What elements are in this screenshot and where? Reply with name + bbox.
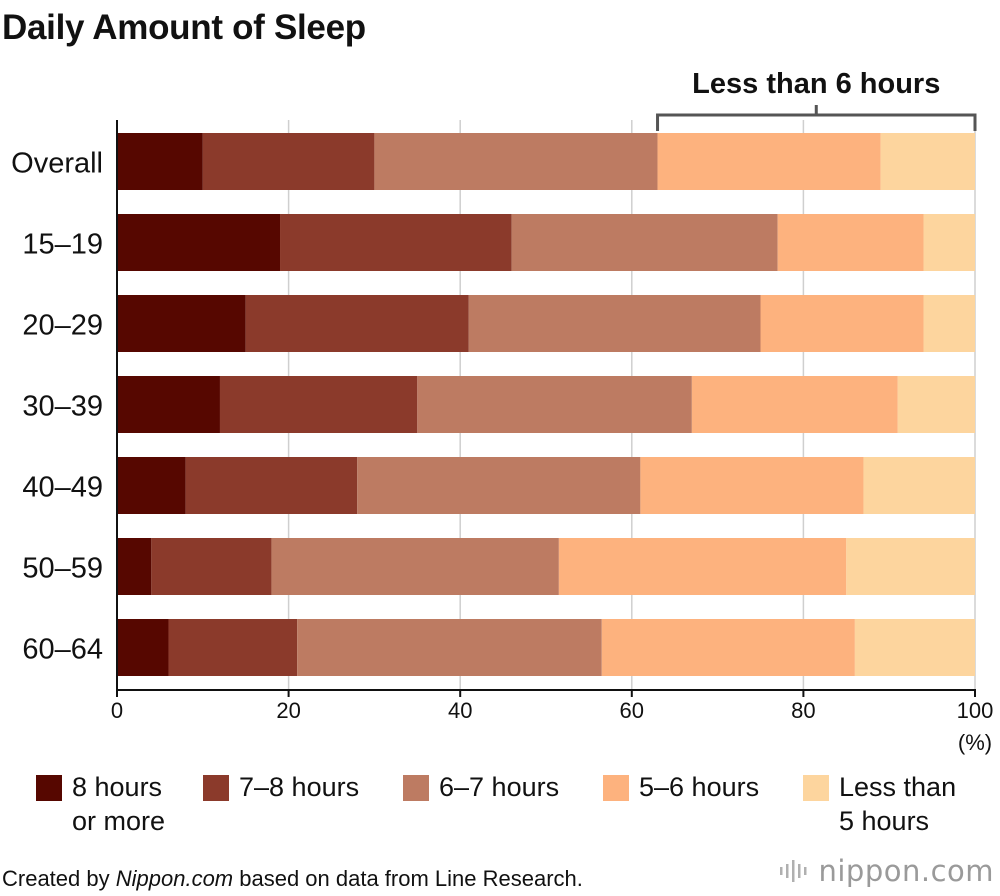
bar-segment bbox=[117, 538, 152, 595]
bar-segment bbox=[357, 457, 641, 514]
x-tick-label: 0 bbox=[111, 698, 123, 723]
bar-segment bbox=[117, 133, 203, 190]
sound-waves-icon bbox=[780, 860, 807, 882]
bar-segment bbox=[219, 376, 418, 433]
logo-text: nippon.com bbox=[818, 854, 994, 888]
bars bbox=[117, 133, 975, 676]
bar-segment bbox=[168, 619, 298, 676]
annotation: Less than 6 hours bbox=[656, 68, 977, 131]
category-label: 20–29 bbox=[22, 310, 103, 342]
legend-label: Less than 5 hours bbox=[839, 772, 957, 836]
credit-source-name: Nippon.com bbox=[115, 866, 234, 891]
category-label: 30–39 bbox=[22, 391, 103, 423]
bar-segment bbox=[863, 457, 975, 514]
bar-segment bbox=[854, 619, 975, 676]
source-credit: Created by Nippon.com based on data from… bbox=[2, 866, 583, 892]
axes: Overall 15–19 20–29 30–39 40–49 50–59 60–64 0 20… bbox=[11, 120, 993, 755]
bar-segment bbox=[691, 376, 898, 433]
bar-segment bbox=[657, 133, 881, 190]
bar-segment bbox=[297, 619, 602, 676]
category-label: 50–59 bbox=[22, 553, 103, 585]
legend-label: 8 hours or more bbox=[72, 772, 166, 836]
category-label: 60–64 bbox=[22, 634, 103, 666]
category-label: 15–19 bbox=[22, 229, 103, 261]
bar-segment bbox=[923, 295, 975, 352]
bar-segment bbox=[374, 133, 658, 190]
annotation-bracket bbox=[656, 105, 977, 131]
bar-segment bbox=[417, 376, 692, 433]
category-label: Overall bbox=[11, 148, 103, 180]
x-tick-label: 80 bbox=[791, 698, 815, 723]
x-unit-label: (%) bbox=[958, 730, 992, 755]
legend-label: 7–8 hours bbox=[239, 772, 360, 802]
bar-segment bbox=[511, 214, 778, 271]
bar-segment bbox=[280, 214, 512, 271]
legend-swatch bbox=[403, 775, 429, 801]
bar-segment bbox=[117, 376, 220, 433]
bar-segment bbox=[151, 538, 272, 595]
legend-label: 5–6 hours bbox=[639, 772, 760, 802]
x-tick-label: 100 bbox=[957, 698, 994, 723]
legend-swatch bbox=[603, 775, 629, 801]
legend: 8 hours or more 7–8 hours 6–7 hours 5–6 … bbox=[0, 770, 1000, 840]
chart-title: Daily Amount of Sleep bbox=[2, 8, 366, 47]
bar-segment bbox=[846, 538, 975, 595]
credit-suffix: based on data from Line Research. bbox=[233, 866, 583, 891]
bar-segment bbox=[117, 295, 246, 352]
bar-segment bbox=[245, 295, 469, 352]
bar-segment bbox=[117, 457, 186, 514]
annotation-label: Less than 6 hours bbox=[692, 68, 940, 100]
credit-prefix: Created by bbox=[2, 866, 116, 891]
stacked-bar-chart: Overall 15–19 20–29 30–39 40–49 50–59 60–64 0 20… bbox=[11, 68, 993, 755]
bar-segment bbox=[185, 457, 358, 514]
nippon-logo: nippon.com bbox=[778, 854, 994, 888]
x-tick-label: 20 bbox=[276, 698, 300, 723]
bar-segment bbox=[640, 457, 864, 514]
bar-segment bbox=[271, 538, 559, 595]
category-label: 40–49 bbox=[22, 472, 103, 504]
bar-segment bbox=[468, 295, 761, 352]
bar-segment bbox=[777, 214, 924, 271]
legend-swatch bbox=[803, 775, 829, 801]
x-tick-label: 40 bbox=[448, 698, 472, 723]
bar-segment bbox=[923, 214, 975, 271]
bar-segment bbox=[117, 214, 281, 271]
legend-swatch bbox=[36, 775, 62, 801]
legend-swatch bbox=[203, 775, 229, 801]
bar-segment bbox=[897, 376, 975, 433]
bar-segment bbox=[601, 619, 855, 676]
bar-segment bbox=[117, 619, 169, 676]
bar-segment bbox=[202, 133, 375, 190]
legend-label: 6–7 hours bbox=[439, 772, 560, 802]
bar-segment bbox=[880, 133, 975, 190]
x-tick-label: 60 bbox=[620, 698, 644, 723]
bar-segment bbox=[760, 295, 924, 352]
bar-segment bbox=[558, 538, 847, 595]
